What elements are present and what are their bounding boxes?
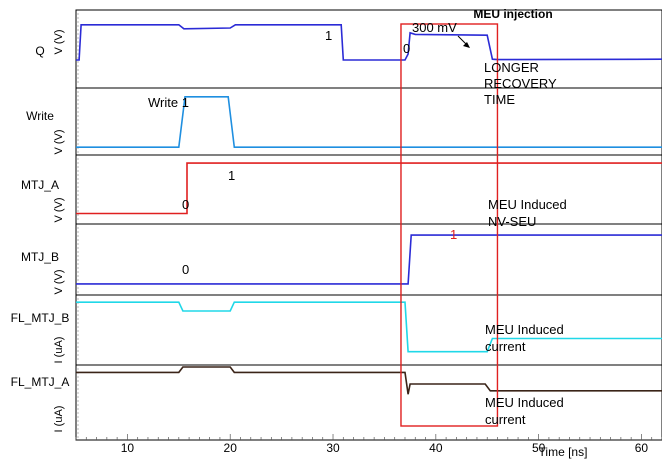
annotation: 1 — [450, 227, 457, 242]
x-tick-label: 50 — [532, 441, 546, 455]
signal-name-fl_mtj_a: FL_MTJ_A — [11, 375, 70, 389]
annotation: Write 1 — [148, 95, 189, 110]
annotation: LONGER — [484, 60, 539, 75]
y-axis-label: I (uA) — [53, 337, 65, 364]
y-axis-label: V (V) — [53, 29, 65, 54]
panel-frame-fl_mtj_a — [75, 364, 662, 441]
meu-highlight-layer: MEU injection — [400, 7, 553, 427]
annotation: current — [485, 339, 526, 354]
signal-name-fl_mtj_b: FL_MTJ_B — [11, 311, 70, 325]
annotation: MEU Induced — [485, 322, 564, 337]
annotation: NV-SEU — [488, 214, 536, 229]
annotation: 0 — [403, 41, 410, 56]
y-axis-label: V (V) — [53, 269, 65, 294]
annotation: 300 mV — [412, 20, 457, 35]
x-tick-label: 30 — [326, 441, 340, 455]
trace-mtj_a — [76, 162, 662, 215]
annotation-arrowhead — [463, 42, 470, 48]
meu-injection-box — [400, 23, 499, 427]
trace-mtj_b — [76, 234, 662, 285]
x-tick-label: 10 — [121, 441, 135, 455]
x-tick-label: 60 — [635, 441, 649, 455]
x-axis-label: Time [ns] — [539, 445, 588, 459]
y-axis-label: V (V) — [53, 129, 65, 154]
annotation: 1 — [228, 168, 235, 183]
annotation: MEU Induced — [488, 197, 567, 212]
trace-q — [76, 24, 662, 61]
panels-layer: Q V (V) Write V (V) MTJ_A V (V) MTJ_B V (V) FL_M… — [11, 9, 662, 441]
signal-name-mtj_b: MTJ_B — [21, 250, 59, 264]
annotation: MEU Induced — [485, 395, 564, 410]
signal-name-write: Write — [26, 109, 54, 123]
trace-fl_mtj_a — [76, 366, 662, 395]
annotation: 1 — [325, 28, 332, 43]
annotation: current — [485, 412, 526, 427]
annotation: 0 — [182, 197, 189, 212]
annotation: RECOVERY — [484, 76, 557, 91]
panel-frame-q — [75, 9, 662, 89]
meu-injection-label: MEU injection — [473, 7, 552, 21]
x-tick-label: 40 — [429, 441, 443, 455]
x-tick-label: 20 — [224, 441, 238, 455]
y-axis-label: V (V) — [53, 197, 65, 222]
panel-frame-fl_mtj_b — [75, 294, 662, 366]
annotation: 0 — [182, 262, 189, 277]
signal-name-q: Q — [35, 44, 44, 58]
x-axis: 10 20 30 40 50 60 Time [ns] — [75, 434, 662, 459]
annotation: TIME — [484, 92, 515, 107]
trace-write — [76, 96, 662, 148]
trace-fl_mtj_b — [76, 301, 662, 353]
traces-layer — [76, 24, 662, 395]
signal-name-mtj_a: MTJ_A — [21, 178, 59, 192]
y-axis-label: I (uA) — [53, 406, 65, 433]
